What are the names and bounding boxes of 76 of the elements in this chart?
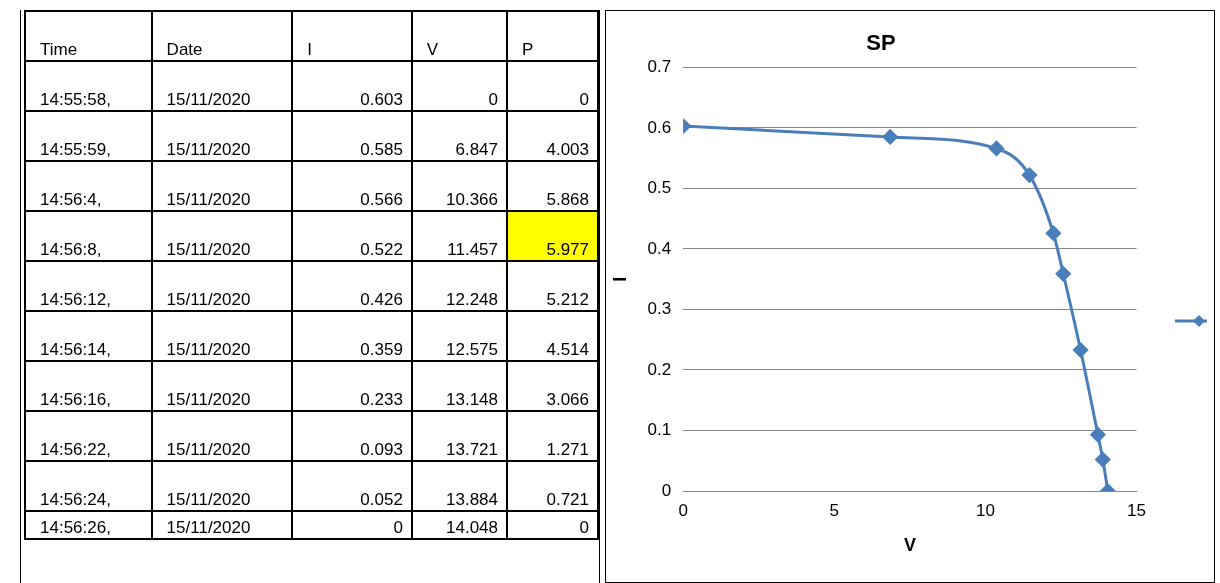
x-tick-label: 10: [975, 500, 995, 520]
text: 0.585: [292, 111, 412, 161]
text: 0.566: [292, 161, 412, 211]
text: 5.977: [507, 211, 598, 261]
text: 14:56:12,: [25, 261, 152, 311]
text: 6.847: [411, 111, 508, 161]
y-tick-label: 0.2: [647, 359, 672, 379]
point: [882, 129, 898, 145]
y-tick-label: 0.3: [647, 299, 672, 319]
y-tick-label: 0: [661, 480, 672, 500]
y-tick-label: 0.6: [647, 117, 672, 137]
point: [1073, 342, 1089, 358]
y-tick-label: 0.5: [647, 178, 672, 198]
y-tick-label: 0.1: [647, 420, 672, 440]
text: 0.522: [292, 211, 412, 261]
text: 5.868: [507, 161, 598, 211]
text: 11.457: [411, 211, 508, 261]
text: 14.048: [411, 511, 508, 539]
text: 0: [507, 61, 598, 111]
text: 0.426: [292, 261, 412, 311]
text: 1.271: [507, 411, 598, 461]
text: I: [292, 11, 412, 61]
text: 4.514: [507, 311, 598, 361]
text: 14:56:8,: [25, 211, 152, 261]
text: Date: [151, 11, 293, 61]
text: 13.721: [411, 411, 508, 461]
text: 15/11/2020: [151, 111, 293, 161]
text: 0.721: [507, 461, 598, 511]
text: 0.052: [292, 461, 412, 511]
text: 13.148: [411, 361, 508, 411]
y-tick-label: 0.7: [647, 57, 672, 77]
x-tick-label: 5: [829, 500, 840, 520]
chart-title: SP: [866, 30, 896, 56]
text: 3.066: [507, 361, 598, 411]
text: 12.248: [411, 261, 508, 311]
text: 14:56:16,: [25, 361, 152, 411]
point: [989, 140, 1004, 156]
y-tick-label: 0.4: [647, 238, 672, 258]
x-tick-label: 0: [678, 500, 688, 520]
text: Time: [25, 11, 152, 61]
text: 0: [411, 61, 508, 111]
text: 15/11/2020: [151, 161, 293, 211]
text: 15/11/2020: [151, 261, 293, 311]
text: 0.359: [292, 311, 412, 361]
text: 14:56:14,: [25, 311, 152, 361]
text: 0.093: [292, 411, 412, 461]
text: 0.233: [292, 361, 412, 411]
text: 15/11/2020: [151, 361, 293, 411]
text: 14:56:26,: [25, 511, 152, 539]
point: [1095, 452, 1111, 468]
text: V: [411, 11, 508, 61]
text: 14:56:24,: [25, 461, 152, 511]
point: [1021, 167, 1037, 183]
text: 15/11/2020: [151, 461, 293, 511]
text: 15/11/2020: [151, 511, 293, 539]
text: 4.003: [507, 111, 598, 161]
text: 5.212: [507, 261, 598, 311]
text: 13.884: [411, 461, 508, 511]
x-axis-title: V: [903, 535, 916, 556]
text: 15/11/2020: [151, 411, 293, 461]
text: 14:56:22,: [25, 411, 152, 461]
text: 15/11/2020: [151, 311, 293, 361]
text: 15/11/2020: [151, 211, 293, 261]
point: [1090, 427, 1106, 443]
y-axis-title: I: [609, 276, 630, 282]
text: P: [507, 11, 598, 61]
point: [1045, 225, 1061, 241]
text: 10.366: [411, 161, 508, 211]
text: 14:55:58,: [25, 61, 152, 111]
text: 0.603: [292, 61, 412, 111]
text: 12.575: [411, 311, 508, 361]
x-tick-label: 15: [1127, 500, 1147, 520]
text: 14:56:4,: [25, 161, 152, 211]
point: [1055, 266, 1071, 282]
text: 14:55:59,: [25, 111, 152, 161]
text: 15/11/2020: [151, 61, 293, 111]
